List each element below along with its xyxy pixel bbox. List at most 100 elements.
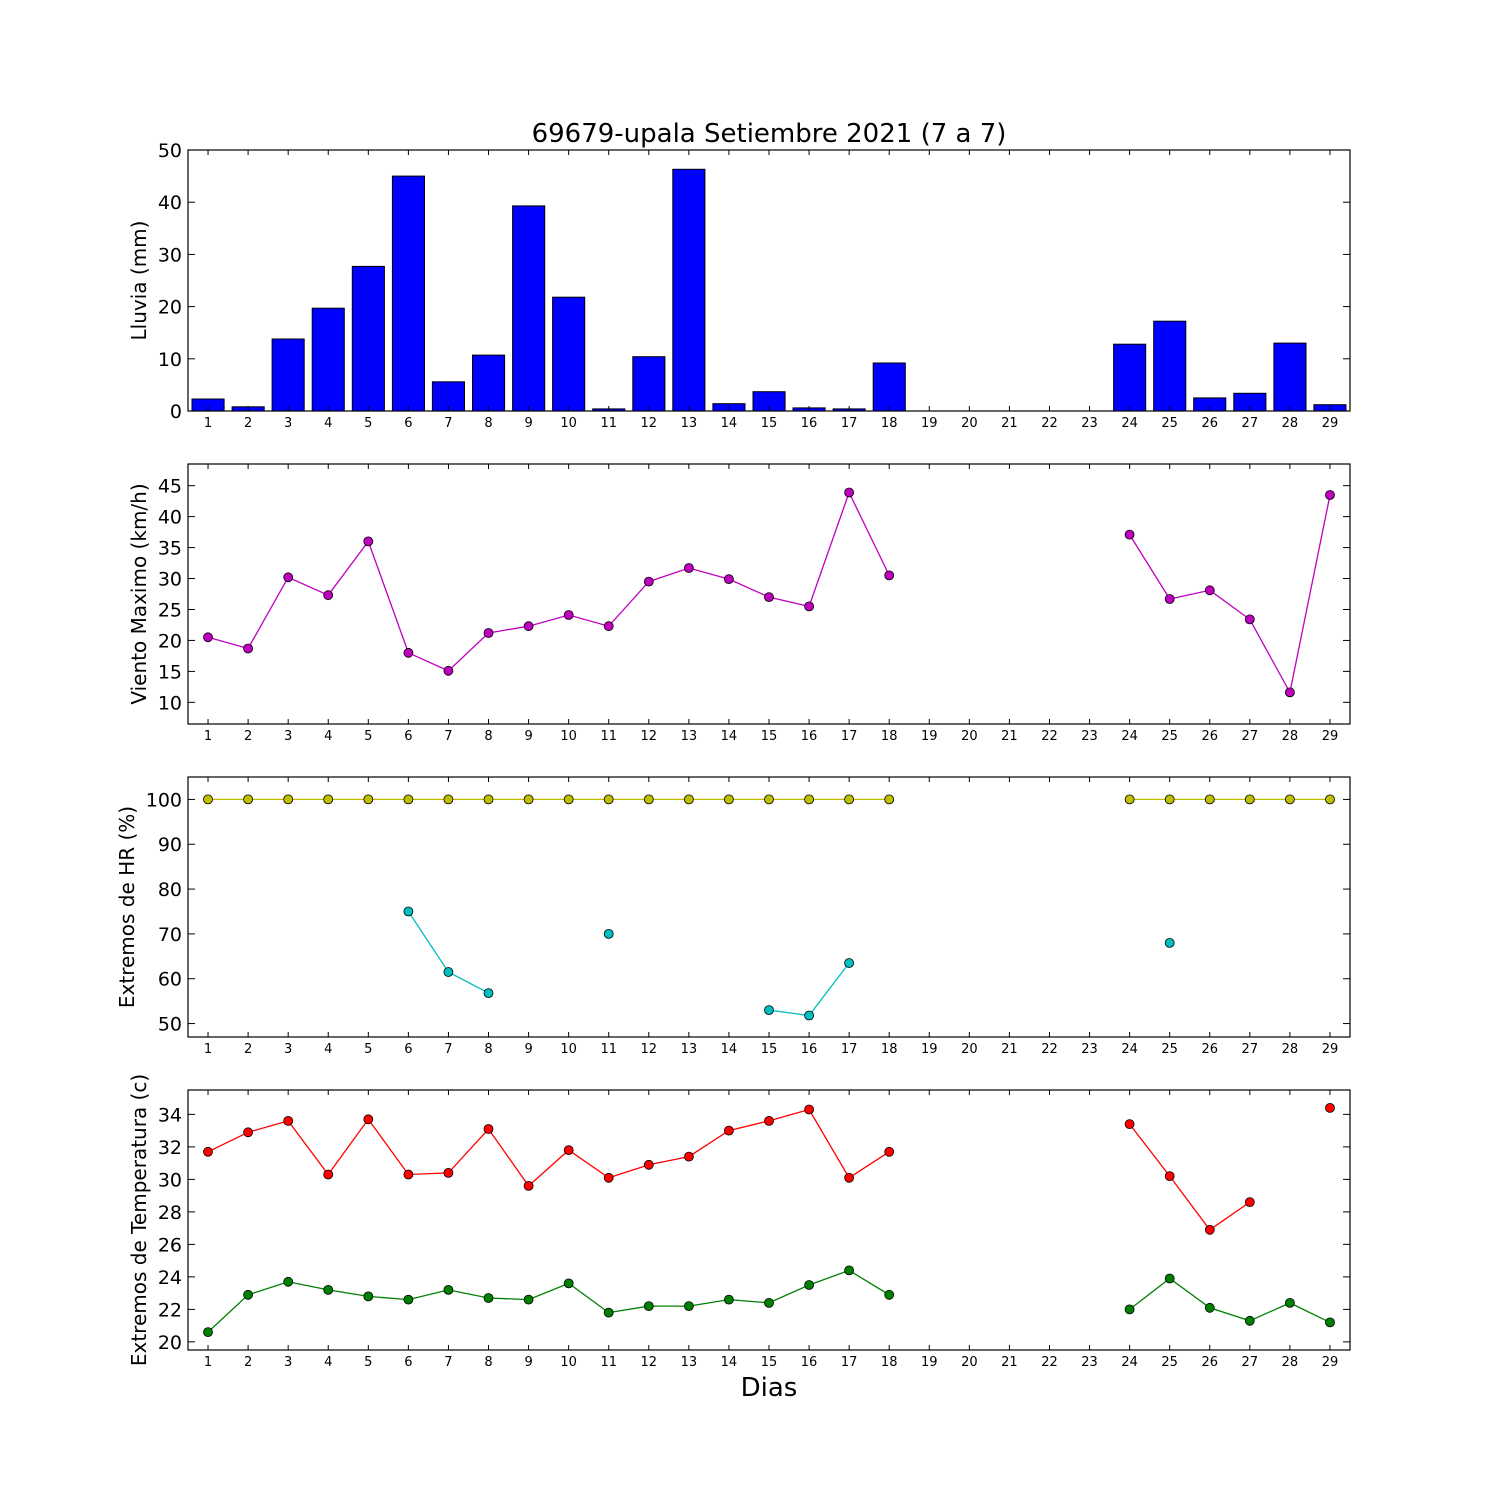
x-tick-label: 25 bbox=[1161, 1355, 1178, 1370]
chart-title: 69679-upala Setiembre 2021 (7 a 7) bbox=[532, 119, 1007, 149]
x-tick-label: 11 bbox=[600, 416, 617, 431]
point-day-12 bbox=[643, 794, 654, 805]
x-tick-label: 5 bbox=[364, 416, 372, 431]
point-day-10 bbox=[563, 794, 574, 805]
point-day-3 bbox=[283, 1116, 294, 1126]
point-day-5 bbox=[363, 1291, 374, 1302]
x-tick-label: 19 bbox=[921, 729, 938, 744]
series-4-2 bbox=[203, 1265, 1335, 1337]
series-3-1 bbox=[203, 794, 1335, 805]
point-day-29 bbox=[1325, 1317, 1335, 1328]
x-tick-label: 17 bbox=[841, 1042, 858, 1057]
x-tick-label: 12 bbox=[641, 416, 658, 431]
point-day-9 bbox=[523, 1181, 534, 1191]
point-day-16 bbox=[804, 1280, 814, 1290]
x-tick-label: 13 bbox=[681, 416, 698, 431]
point-day-15 bbox=[764, 1005, 774, 1015]
x-tick-label: 17 bbox=[841, 729, 858, 744]
point-day-10 bbox=[563, 1278, 574, 1289]
x-tick-label: 10 bbox=[560, 1355, 577, 1370]
x-tick-label: 16 bbox=[801, 416, 818, 431]
point-day-4 bbox=[323, 590, 334, 601]
y-tick-label: 22 bbox=[158, 1299, 182, 1321]
point-day-8 bbox=[483, 988, 494, 998]
point-day-16 bbox=[804, 794, 814, 805]
x-tick-label: 19 bbox=[921, 1042, 938, 1057]
point-day-26 bbox=[1204, 794, 1215, 805]
x-tick-label: 29 bbox=[1322, 1355, 1339, 1370]
bar-day-25 bbox=[1153, 320, 1187, 412]
y-tick-label: 45 bbox=[158, 476, 182, 498]
y-tick-label: 40 bbox=[158, 192, 182, 214]
y-tick-label: 30 bbox=[158, 1169, 182, 1191]
point-day-28 bbox=[1285, 1298, 1295, 1308]
x-tick-label: 21 bbox=[1001, 1042, 1018, 1057]
x-tick-label: 13 bbox=[681, 1042, 698, 1057]
point-day-2 bbox=[243, 1289, 254, 1300]
x-tick-label: 9 bbox=[524, 1042, 532, 1057]
point-day-6 bbox=[403, 1169, 414, 1180]
point-day-1 bbox=[203, 1146, 213, 1157]
point-day-7 bbox=[443, 1285, 454, 1295]
point-day-27 bbox=[1244, 1315, 1255, 1326]
y-tick-label: 34 bbox=[158, 1104, 182, 1126]
y-tick-label: 0 bbox=[170, 401, 182, 423]
point-day-5 bbox=[363, 794, 374, 805]
x-tick-label: 3 bbox=[284, 1042, 292, 1057]
y-tick-label: 25 bbox=[158, 599, 182, 621]
point-day-26 bbox=[1204, 1302, 1215, 1313]
point-day-13 bbox=[684, 1151, 694, 1162]
x-tick-label: 20 bbox=[961, 729, 978, 744]
point-day-25 bbox=[1164, 1273, 1175, 1284]
x-tick-label: 15 bbox=[761, 416, 778, 431]
bar-day-5 bbox=[351, 265, 385, 412]
point-day-18 bbox=[884, 794, 895, 805]
series-line bbox=[1129, 1123, 1251, 1231]
point-day-12 bbox=[643, 1159, 654, 1170]
x-tick-label: 11 bbox=[600, 1042, 617, 1057]
x-tick-label: 7 bbox=[444, 729, 452, 744]
x-tick-label: 7 bbox=[444, 416, 452, 431]
x-tick-label: 21 bbox=[1001, 1355, 1018, 1370]
x-tick-label: 22 bbox=[1041, 1042, 1058, 1057]
x-tick-label: 1 bbox=[204, 416, 212, 431]
point-day-1 bbox=[203, 1327, 213, 1337]
x-tick-label: 15 bbox=[761, 1042, 778, 1057]
x-tick-label: 5 bbox=[364, 1355, 372, 1370]
x-tick-label: 26 bbox=[1201, 416, 1218, 431]
x-tick-label: 14 bbox=[721, 1355, 738, 1370]
y-tick-label: 32 bbox=[158, 1137, 182, 1159]
x-tick-label: 28 bbox=[1282, 416, 1299, 431]
bar-day-13 bbox=[672, 168, 706, 412]
point-day-12 bbox=[643, 576, 654, 587]
x-tick-label: 26 bbox=[1201, 1355, 1218, 1370]
point-day-8 bbox=[483, 1293, 494, 1303]
point-day-11 bbox=[603, 794, 614, 805]
bar-day-10 bbox=[552, 296, 586, 412]
point-day-15 bbox=[764, 1116, 774, 1126]
series-line bbox=[207, 1108, 890, 1187]
point-day-14 bbox=[724, 794, 734, 805]
x-tick-label: 21 bbox=[1001, 416, 1018, 431]
point-day-14 bbox=[724, 1125, 734, 1136]
point-day-18 bbox=[884, 1146, 895, 1157]
x-tick-label: 2 bbox=[244, 1042, 252, 1057]
y-tick-label: 80 bbox=[158, 879, 182, 901]
series-4-1 bbox=[203, 1103, 1335, 1235]
point-day-7 bbox=[443, 665, 454, 676]
point-day-16 bbox=[804, 601, 814, 612]
bar-day-3 bbox=[271, 338, 305, 412]
x-axis-label: Dias bbox=[741, 1373, 798, 1403]
x-tick-label: 14 bbox=[721, 729, 738, 744]
x-tick-label: 2 bbox=[244, 1355, 252, 1370]
x-tick-label: 4 bbox=[324, 729, 332, 744]
y-tick-label: 100 bbox=[146, 789, 182, 811]
y-axis-label: Extremos de Temperatura (c) bbox=[127, 1074, 151, 1366]
point-day-9 bbox=[523, 1294, 534, 1305]
point-day-5 bbox=[363, 1114, 374, 1125]
point-day-3 bbox=[283, 1276, 294, 1287]
x-tick-label: 18 bbox=[881, 1042, 898, 1057]
x-tick-label: 5 bbox=[364, 1042, 372, 1057]
y-tick-label: 10 bbox=[158, 349, 182, 371]
